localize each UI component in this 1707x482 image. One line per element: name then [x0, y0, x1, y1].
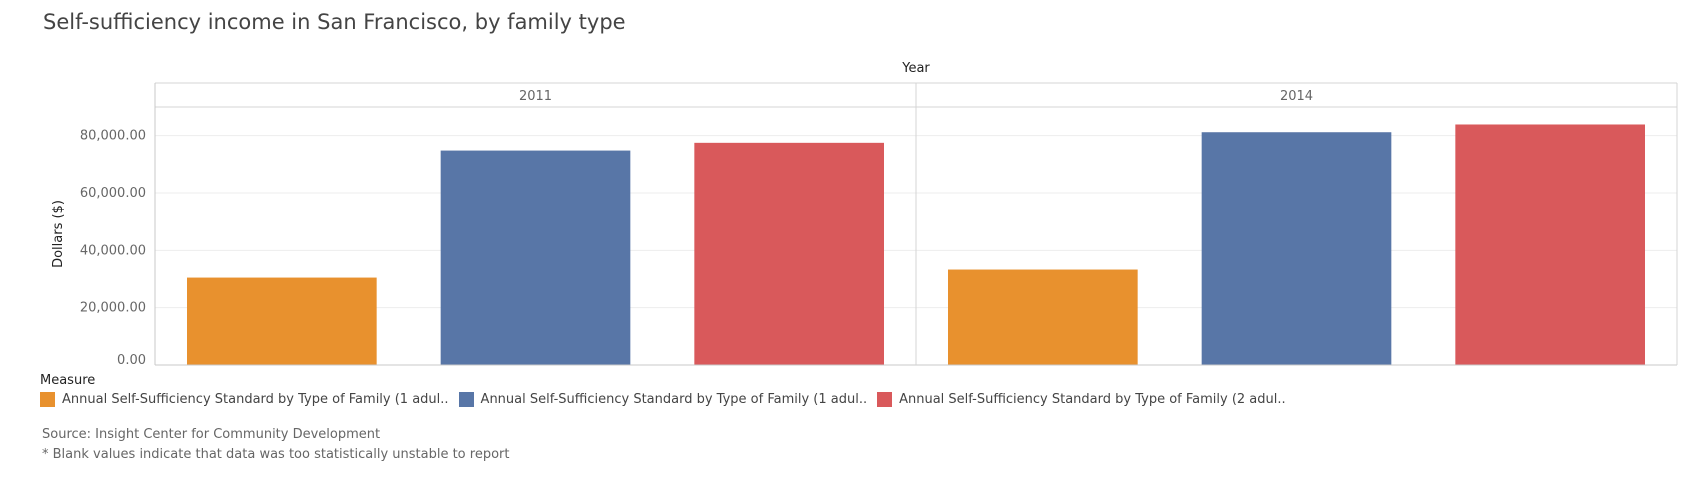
legend-label-1: Annual Self-Sufficiency Standard by Type… — [62, 392, 449, 407]
bar-2011-series-3 — [694, 142, 884, 365]
bar-2011-series-1 — [187, 277, 377, 365]
blank-values-note: * Blank values indicate that data was to… — [42, 447, 510, 462]
legend: Annual Self-Sufficiency Standard by Type… — [40, 392, 1296, 407]
legend-item-1[interactable]: Annual Self-Sufficiency Standard by Type… — [40, 392, 449, 407]
y-tick-label-2: 40,000.00 — [80, 243, 146, 258]
column-header: Year — [901, 61, 930, 76]
bar-2014-series-2 — [1201, 132, 1392, 365]
chart-title: Self-sufficiency income in San Francisco… — [43, 10, 626, 34]
y-tick-label-0: 0.00 — [117, 353, 146, 368]
legend-swatch-3 — [877, 392, 893, 407]
y-tick-label-4: 80,000.00 — [80, 129, 146, 144]
panel-label-2011: 2011 — [519, 89, 552, 104]
bar-2014-series-1 — [948, 269, 1138, 365]
legend-swatch-2 — [458, 392, 474, 407]
y-axis-label: Dollars ($) — [51, 200, 66, 268]
legend-label-2: Annual Self-Sufficiency Standard by Type… — [480, 392, 868, 407]
legend-label-3: Annual Self-Sufficiency Standard by Type… — [899, 392, 1286, 407]
panel-label-2014: 2014 — [1280, 89, 1313, 104]
y-tick-label-3: 60,000.00 — [80, 186, 146, 201]
y-tick-label-1: 20,000.00 — [80, 301, 146, 316]
legend-swatch-1 — [40, 392, 55, 407]
legend-item-2[interactable]: Annual Self-Sufficiency Standard by Type… — [458, 392, 868, 407]
bar-chart: Year 2011 2014 0.00 20,000.00 40,000.00 60,000… — [51, 61, 1678, 368]
legend-title: Measure — [40, 373, 96, 388]
source-note: Source: Insight Center for Community Dev… — [42, 427, 381, 442]
legend-item-3[interactable]: Annual Self-Sufficiency Standard by Type… — [877, 392, 1286, 407]
bar-2011-series-2 — [440, 150, 631, 365]
bar-2014-series-3 — [1455, 124, 1645, 365]
